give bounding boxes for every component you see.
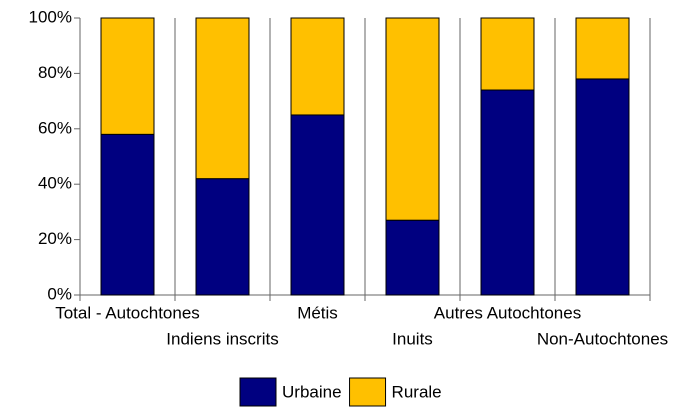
x-tick-label: Métis [297,303,338,322]
legend-label: Rurale [392,382,442,401]
bar-segment [385,219,440,296]
x-tick-label: Autres Autochtones [434,303,581,322]
bar-segment [575,17,630,80]
bar-segment [385,17,440,221]
legend-swatch [349,377,387,407]
bar-segment [195,178,250,296]
bar-segment [290,114,345,296]
y-tick-label: 100% [29,7,72,26]
bar-segment [575,78,630,296]
bar-segment [195,17,250,180]
x-tick-label: Total - Autochtones [55,303,200,322]
x-tick-label: Non-Autochtones [537,329,668,348]
y-tick-label: 0% [47,284,72,303]
bar-segment [480,89,535,296]
bar-segment [100,17,155,135]
legend-label: Urbaine [282,382,342,401]
y-tick-label: 40% [38,174,72,193]
y-tick-label: 80% [38,63,72,82]
x-tick-label: Inuits [392,329,433,348]
bar-segment [480,17,535,91]
y-tick-label: 20% [38,229,72,248]
y-tick-label: 60% [38,118,72,137]
x-tick-label: Indiens inscrits [166,329,278,348]
legend-swatch [239,377,277,407]
bar-segment [290,17,345,116]
bar-segment [100,133,155,296]
